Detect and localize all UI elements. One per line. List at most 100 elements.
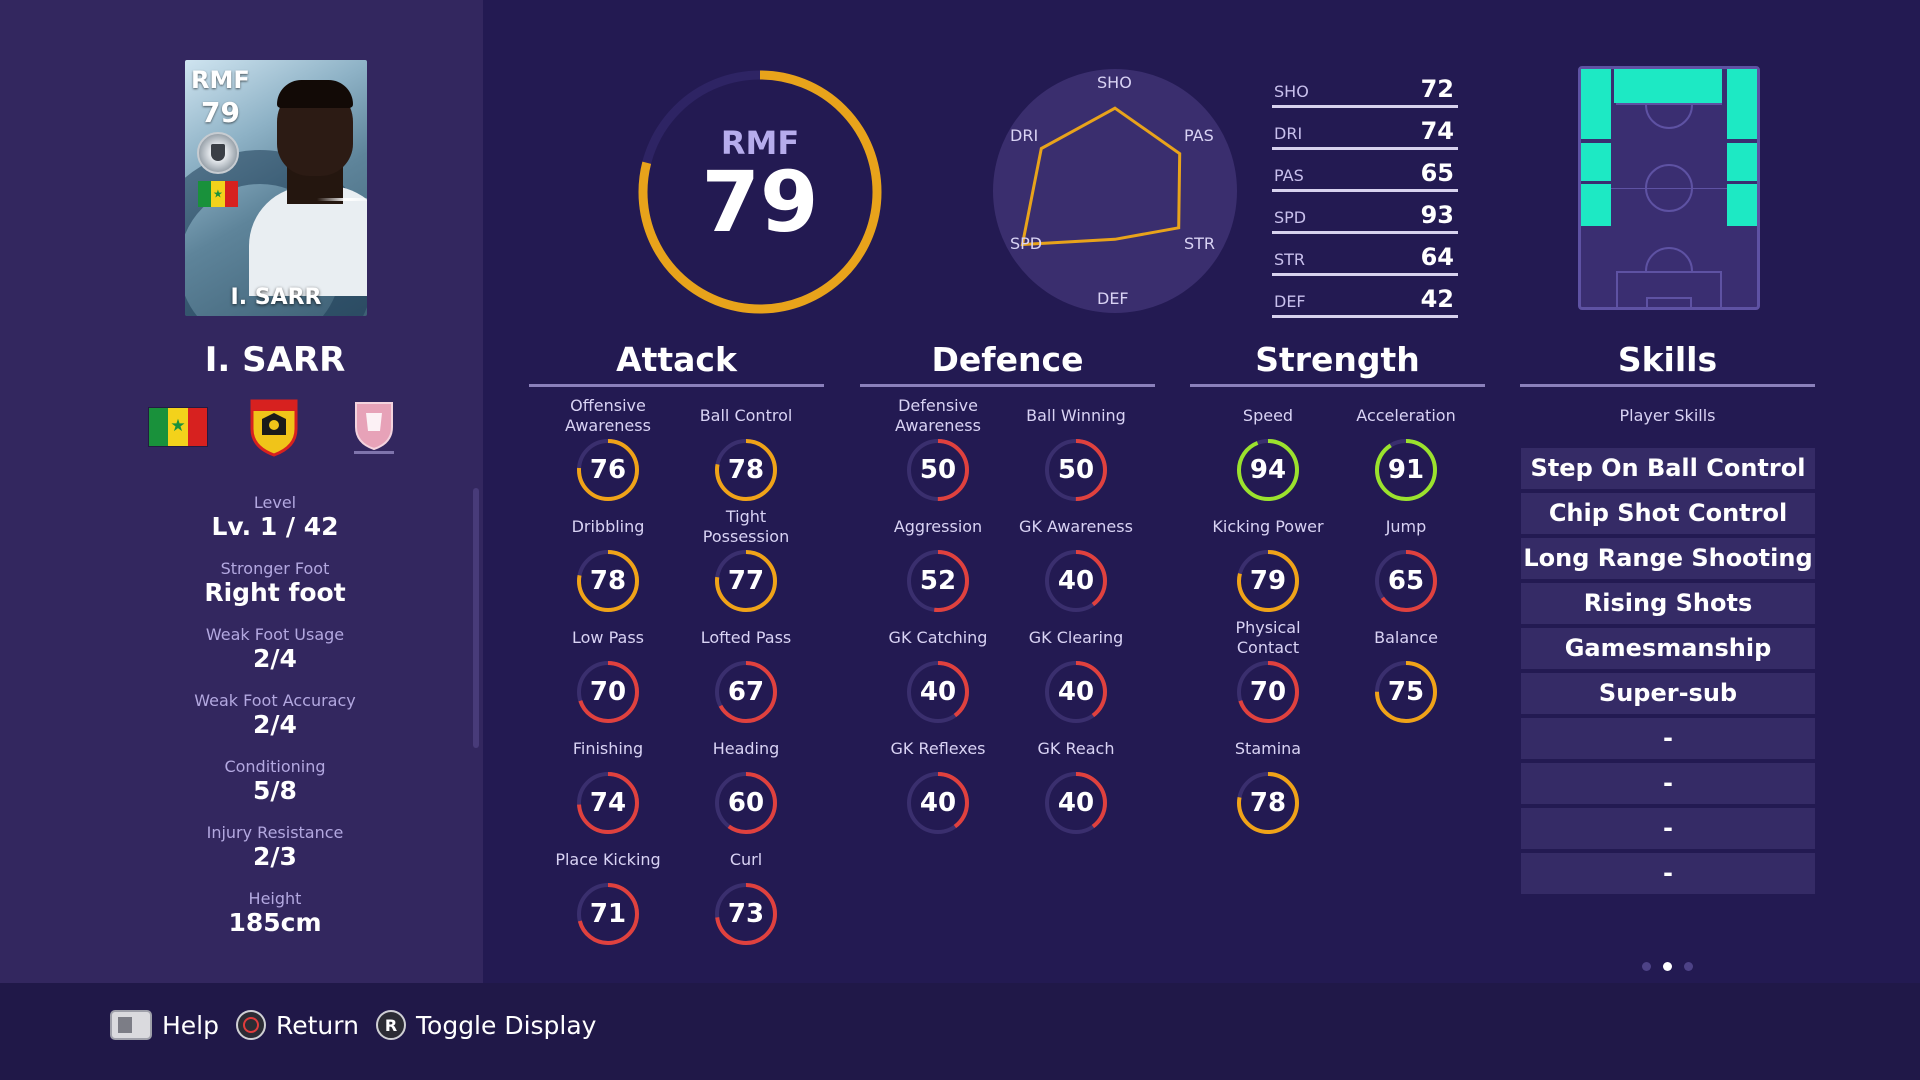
return-control[interactable]: Return: [236, 1005, 359, 1045]
defence-stat-value: 52: [919, 566, 957, 596]
defence-stat-name: Aggression: [893, 517, 983, 536]
gauge-fill: [577, 550, 639, 612]
strength-stat-value: 65: [1387, 566, 1425, 596]
defence-stat-name: GK Reflexes: [890, 739, 986, 758]
skill-item[interactable]: Step On Ball Control: [1521, 448, 1815, 489]
defence-stat-name: Defensive Awareness: [895, 396, 981, 435]
skill-item[interactable]: Super-sub: [1521, 673, 1815, 714]
strength-stat-name: Balance: [1374, 628, 1438, 647]
overall-rating-arc: [638, 70, 882, 314]
strength-stat-gauge: [1237, 439, 1299, 501]
strength-stat-value: 75: [1387, 677, 1425, 707]
page-dot[interactable]: [1642, 962, 1651, 971]
radar-label-str: STR: [1184, 234, 1216, 253]
player-info-panel: RMF 79 ★ I. SARR I. SARR ★: [0, 0, 483, 983]
pitch-zone-right-upper: [1727, 69, 1757, 139]
return-label: Return: [276, 1010, 359, 1040]
pitch-zone-right-mid: [1727, 184, 1757, 226]
attack-stat-gauge: [715, 439, 777, 501]
strength-stat-name: Kicking Power: [1212, 517, 1324, 536]
defence-stat-name: GK Clearing: [1028, 628, 1124, 647]
info-value: 185cm: [228, 908, 322, 937]
gauge-fill: [907, 661, 969, 723]
info-value: Right foot: [204, 578, 346, 607]
defence-stat-name: GK Awareness: [1019, 517, 1133, 536]
strength-stat-value: 79: [1249, 566, 1287, 596]
gauge-fill: [1237, 772, 1299, 834]
skill-item[interactable]: -: [1521, 718, 1815, 759]
attack-stat-gauge: [577, 772, 639, 834]
player-name: I. SARR: [204, 340, 346, 380]
skill-item[interactable]: -: [1521, 808, 1815, 849]
help-label: Help: [162, 1010, 219, 1040]
summary-stat-value: 42: [1420, 285, 1454, 313]
attack-stat-name: Heading: [712, 739, 780, 758]
strength-stat-gauge: [1237, 550, 1299, 612]
strength-stat-name: Physical Contact: [1235, 618, 1301, 657]
skill-item[interactable]: Gamesmanship: [1521, 628, 1815, 669]
skill-item[interactable]: Chip Shot Control: [1521, 493, 1815, 534]
section-title-attack: Attack: [616, 340, 737, 379]
section-underline-attack: [529, 384, 824, 387]
summary-stat-key: PAS: [1274, 166, 1304, 185]
toggle-display-control[interactable]: R Toggle Display: [376, 1005, 596, 1045]
attack-stat-name: Offensive Awareness: [565, 396, 651, 435]
attack-stat-value: 76: [589, 455, 627, 485]
skills-subtitle: Player Skills: [1619, 406, 1716, 425]
touchpad-icon: [110, 1010, 152, 1040]
page-dot[interactable]: [1684, 962, 1693, 971]
info-value: 2/3: [253, 842, 297, 871]
pitch-zone-right-mid-upper: [1727, 143, 1757, 181]
defence-stat-gauge: [907, 550, 969, 612]
info-label: Weak Foot Usage: [205, 625, 345, 644]
summary-stat-key: STR: [1274, 250, 1306, 269]
info-label: Injury Resistance: [206, 823, 344, 842]
gauge-fill: [715, 772, 777, 834]
skill-item[interactable]: Long Range Shooting: [1521, 538, 1815, 579]
summary-stat-row: SHO 72: [1272, 66, 1458, 108]
controls-bar: [0, 983, 1920, 1080]
card-flare: [317, 198, 367, 201]
attack-stat-value: 78: [727, 455, 765, 485]
defence-stat-name: Ball Winning: [1026, 406, 1126, 425]
summary-stat-row: SPD 93: [1272, 192, 1458, 234]
skill-item[interactable]: -: [1521, 763, 1815, 804]
overall-rating: 79: [701, 153, 819, 251]
defence-stat-gauge: [907, 772, 969, 834]
attack-stat-gauge: [715, 661, 777, 723]
skill-item[interactable]: -: [1521, 853, 1815, 894]
attack-stat-gauge: [577, 883, 639, 945]
attack-stat-value: 67: [727, 677, 765, 707]
gauge-fill: [577, 883, 639, 945]
page-dot[interactable]: [1663, 962, 1672, 971]
info-value: Lv. 1 / 42: [211, 512, 339, 541]
left-panel-scrollbar[interactable]: [473, 488, 479, 748]
league-logo-icon: [354, 402, 394, 454]
info-label: Level: [253, 493, 297, 512]
gauge-fill: [1045, 439, 1107, 501]
club-crest-icon: [250, 399, 298, 457]
r-button-icon: R: [376, 1010, 406, 1040]
skill-item[interactable]: Rising Shots: [1521, 583, 1815, 624]
help-control[interactable]: Help: [110, 1005, 219, 1045]
section-underline-strength: [1190, 384, 1485, 387]
summary-stat-row: PAS 65: [1272, 150, 1458, 192]
position-pitch-map: [1578, 66, 1760, 310]
attack-stat-name: Low Pass: [572, 628, 644, 647]
toggle-display-label: Toggle Display: [416, 1010, 597, 1040]
gauge-fill: [1375, 550, 1437, 612]
gauge-fill: [715, 883, 777, 945]
section-title-strength: Strength: [1255, 340, 1420, 379]
strength-stat-gauge: [1237, 661, 1299, 723]
section-underline-skills: [1520, 384, 1815, 387]
strength-stat-value: 78: [1249, 788, 1287, 818]
attack-stat-name: Curl: [729, 850, 763, 869]
defence-stat-name: GK Catching: [888, 628, 988, 647]
info-value: 2/4: [253, 710, 297, 739]
summary-stat-row: STR 64: [1272, 234, 1458, 276]
section-underline-defence: [860, 384, 1155, 387]
card-rank-badge-icon: [197, 132, 239, 174]
defence-stat-value: 50: [919, 455, 957, 485]
summary-stat-key: SHO: [1274, 82, 1309, 101]
